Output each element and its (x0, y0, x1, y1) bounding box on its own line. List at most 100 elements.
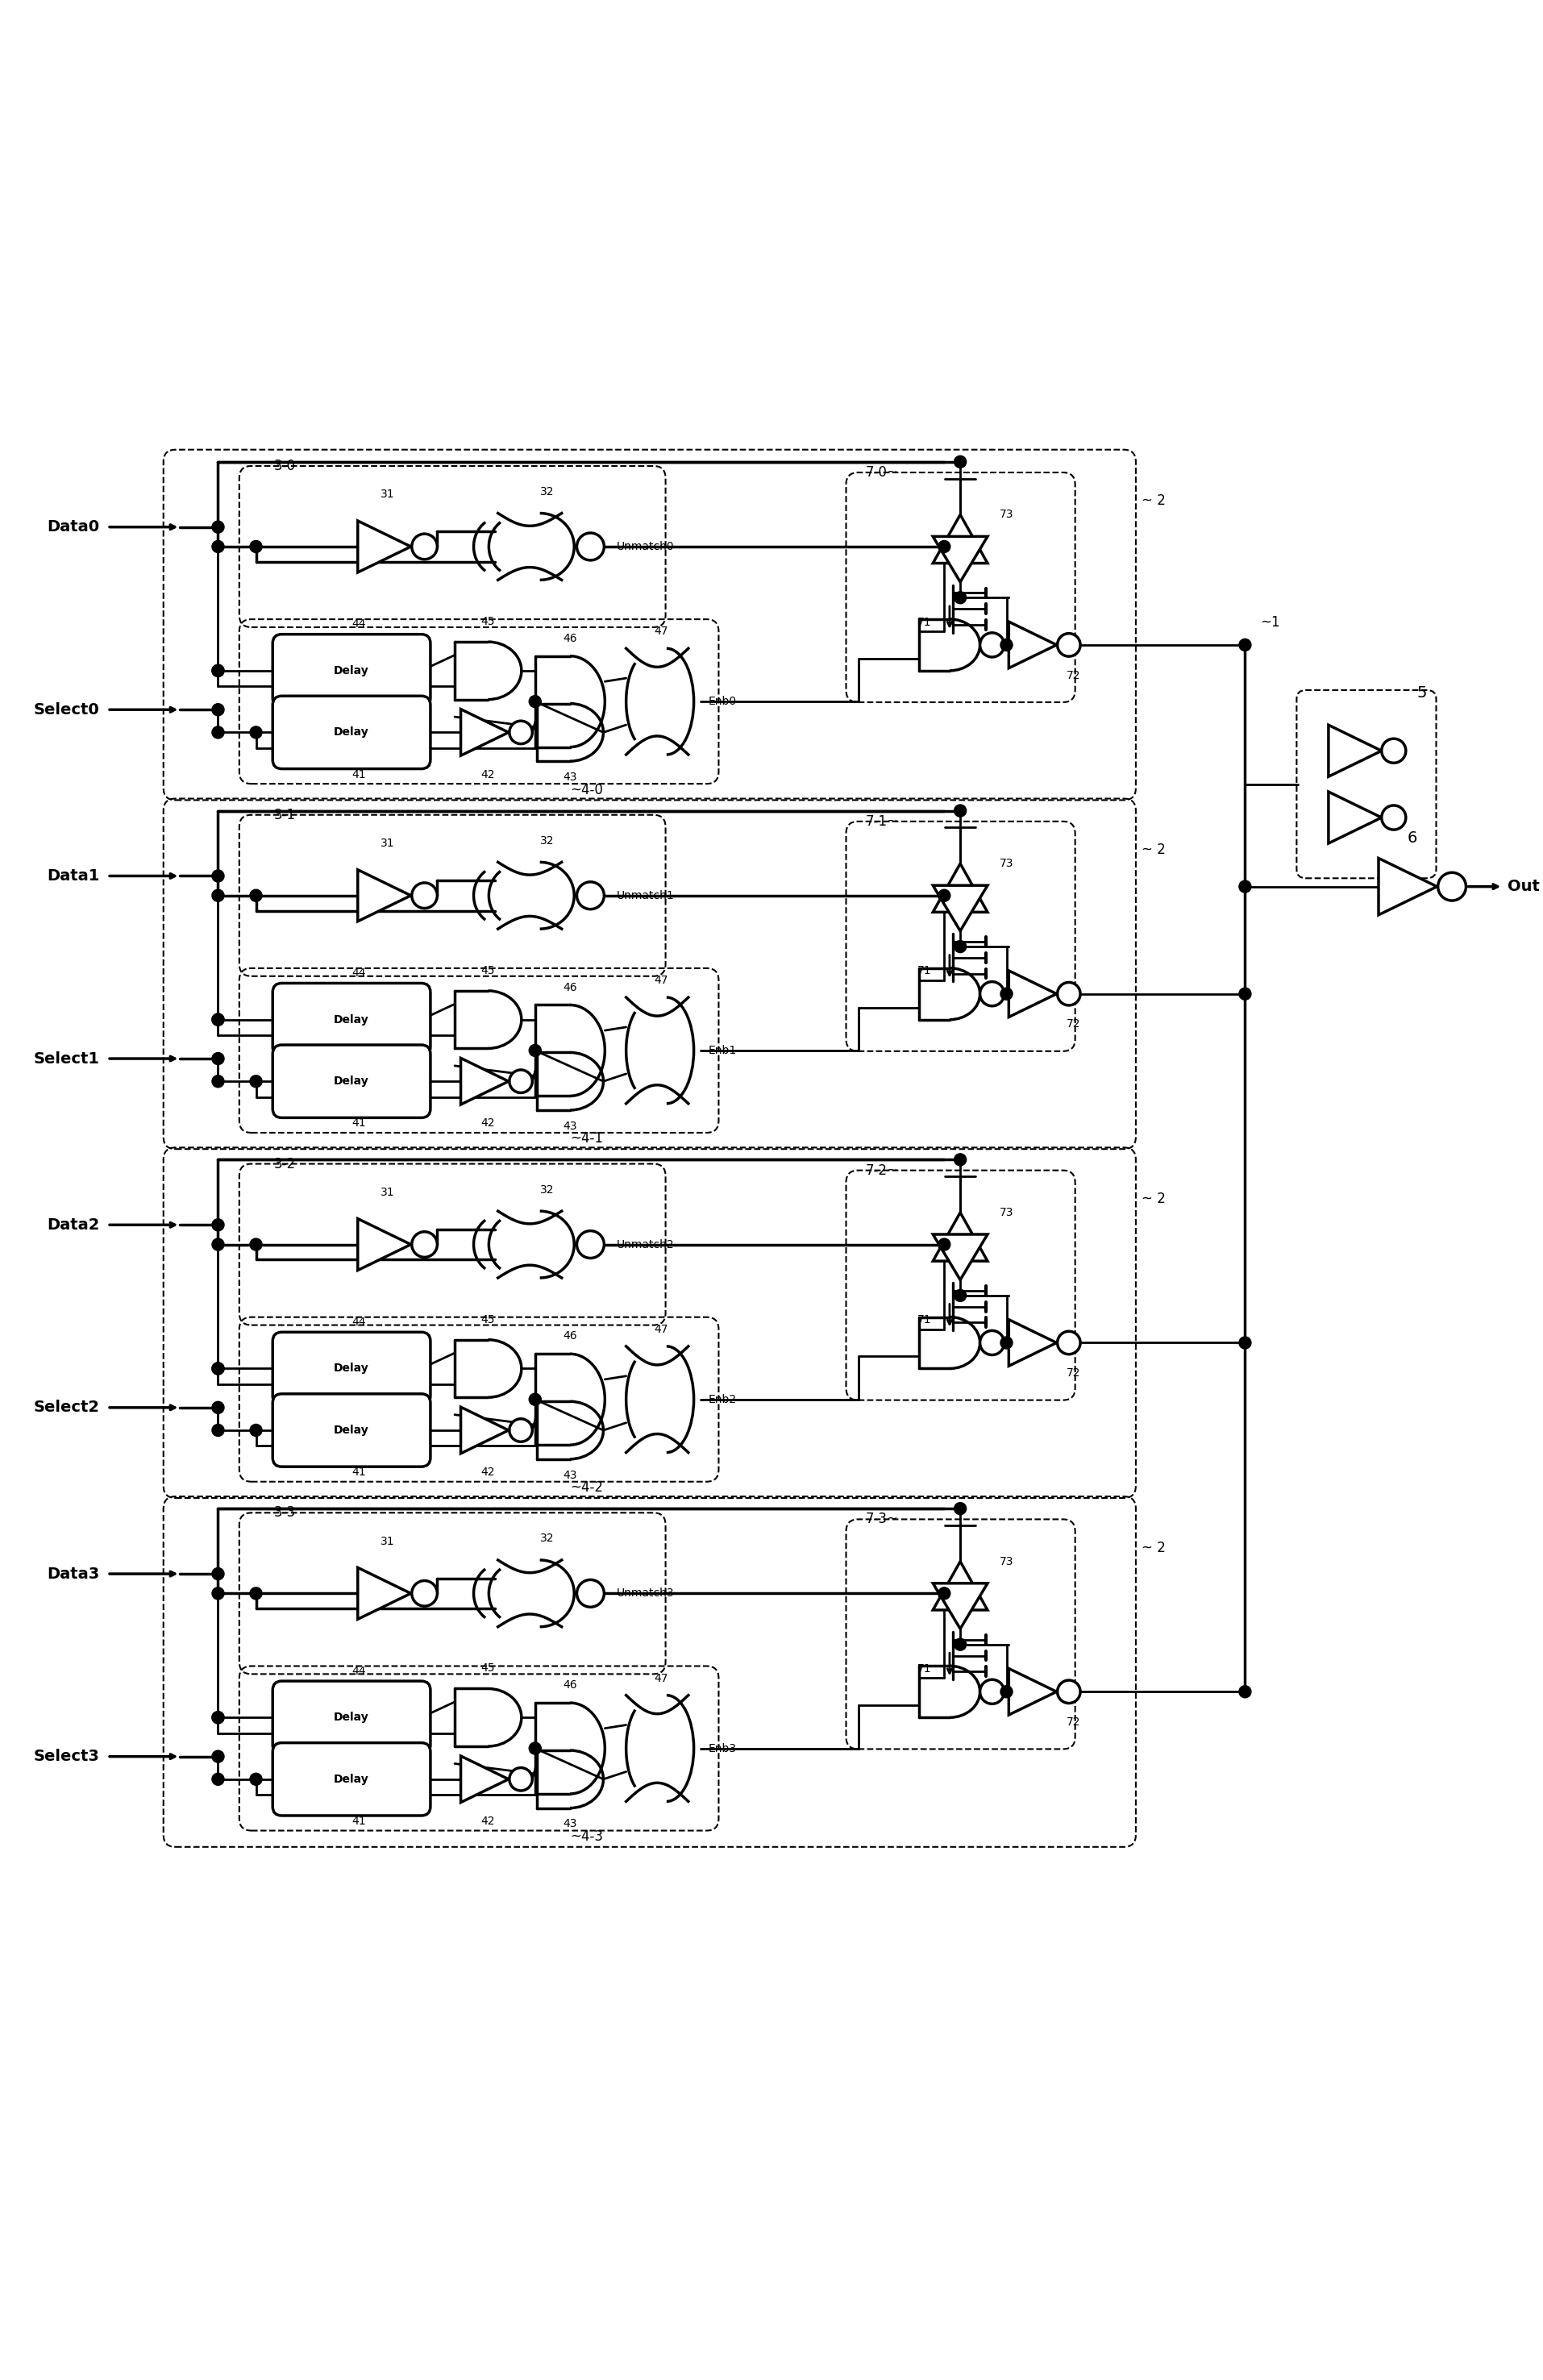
Circle shape (211, 1076, 224, 1088)
Text: 44: 44 (352, 1316, 366, 1328)
Polygon shape (934, 885, 988, 931)
Circle shape (938, 1587, 950, 1599)
Text: Data0: Data0 (48, 519, 100, 536)
Bar (218, 1507, 944, 1511)
Circle shape (211, 704, 224, 716)
Text: 31: 31 (381, 1188, 395, 1197)
Polygon shape (358, 1568, 410, 1618)
Text: 3-1: 3-1 (275, 807, 296, 821)
Text: 7-2~: 7-2~ (866, 1164, 900, 1178)
Circle shape (211, 521, 224, 533)
Circle shape (529, 695, 542, 707)
Text: 44: 44 (352, 619, 366, 631)
Circle shape (1057, 1680, 1080, 1704)
Circle shape (954, 1502, 966, 1514)
Circle shape (211, 1238, 224, 1250)
Circle shape (1381, 804, 1406, 831)
Text: Select2: Select2 (34, 1399, 100, 1416)
Circle shape (954, 1154, 966, 1166)
Circle shape (211, 540, 224, 552)
Text: Out: Out (1508, 878, 1540, 895)
FancyBboxPatch shape (273, 1742, 430, 1816)
Text: ~ 2: ~ 2 (1142, 1540, 1167, 1554)
Text: 73: 73 (1000, 1557, 1014, 1566)
Circle shape (1381, 738, 1406, 764)
Text: 41: 41 (352, 1816, 366, 1828)
Text: 45: 45 (481, 1664, 495, 1673)
Circle shape (529, 1392, 542, 1407)
Circle shape (1057, 1330, 1080, 1354)
Text: 46: 46 (563, 981, 577, 992)
Text: 42: 42 (481, 1119, 495, 1128)
Circle shape (1239, 638, 1251, 652)
Text: 46: 46 (563, 1680, 577, 1690)
Polygon shape (934, 1561, 988, 1609)
Text: 72: 72 (1066, 669, 1080, 681)
Circle shape (1239, 1338, 1251, 1349)
Circle shape (1239, 881, 1251, 892)
Text: 44: 44 (352, 969, 366, 978)
Polygon shape (1329, 793, 1381, 843)
Text: ~4-1: ~4-1 (569, 1130, 603, 1147)
Bar (218, 459, 944, 464)
Text: 46: 46 (563, 1330, 577, 1342)
Circle shape (529, 1742, 542, 1754)
Text: Delay: Delay (333, 1773, 369, 1785)
Circle shape (1057, 983, 1080, 1004)
Text: Delay: Delay (333, 1076, 369, 1088)
FancyBboxPatch shape (273, 1333, 430, 1404)
Text: Data1: Data1 (46, 869, 100, 883)
Text: 31: 31 (381, 1535, 395, 1547)
Polygon shape (358, 1219, 410, 1271)
Text: ~ 2: ~ 2 (1142, 1192, 1167, 1207)
Polygon shape (1009, 1668, 1057, 1716)
Circle shape (529, 1045, 542, 1057)
FancyBboxPatch shape (273, 983, 430, 1057)
Text: 47: 47 (654, 976, 668, 985)
Text: 5: 5 (1416, 685, 1427, 700)
Text: 45: 45 (481, 616, 495, 628)
Circle shape (509, 1768, 532, 1790)
Text: Data2: Data2 (46, 1216, 100, 1233)
Text: Select3: Select3 (34, 1749, 100, 1764)
FancyBboxPatch shape (273, 633, 430, 707)
Text: 43: 43 (563, 1121, 577, 1133)
Text: Unmatch2: Unmatch2 (616, 1240, 674, 1250)
Circle shape (211, 869, 224, 883)
Text: Enb0: Enb0 (708, 695, 736, 707)
Polygon shape (1329, 726, 1381, 776)
Circle shape (1000, 1338, 1012, 1349)
Text: 31: 31 (381, 488, 395, 500)
Bar (218, 807, 944, 814)
Circle shape (250, 1423, 262, 1435)
Circle shape (250, 540, 262, 552)
Circle shape (250, 1076, 262, 1088)
Circle shape (250, 1587, 262, 1599)
Text: 71: 71 (917, 966, 932, 976)
Circle shape (1000, 988, 1012, 1000)
Circle shape (412, 1233, 437, 1257)
Text: 45: 45 (481, 964, 495, 976)
Text: 72: 72 (1066, 1716, 1080, 1728)
Text: 42: 42 (481, 1816, 495, 1828)
Text: Delay: Delay (333, 726, 369, 738)
Circle shape (211, 1711, 224, 1723)
Polygon shape (461, 709, 509, 754)
FancyBboxPatch shape (273, 1045, 430, 1119)
Circle shape (211, 664, 224, 676)
Text: Delay: Delay (333, 1426, 369, 1435)
Circle shape (412, 533, 437, 559)
Circle shape (954, 1290, 966, 1302)
Text: ~ 2: ~ 2 (1142, 493, 1167, 509)
Circle shape (577, 533, 605, 559)
Circle shape (211, 664, 224, 676)
Circle shape (211, 1361, 224, 1376)
Circle shape (954, 804, 966, 816)
Circle shape (211, 1014, 224, 1026)
Circle shape (211, 890, 224, 902)
Text: 41: 41 (352, 1466, 366, 1478)
Polygon shape (358, 521, 410, 571)
Text: 7-0~: 7-0~ (866, 464, 898, 481)
Circle shape (509, 721, 532, 745)
FancyBboxPatch shape (273, 1395, 430, 1466)
